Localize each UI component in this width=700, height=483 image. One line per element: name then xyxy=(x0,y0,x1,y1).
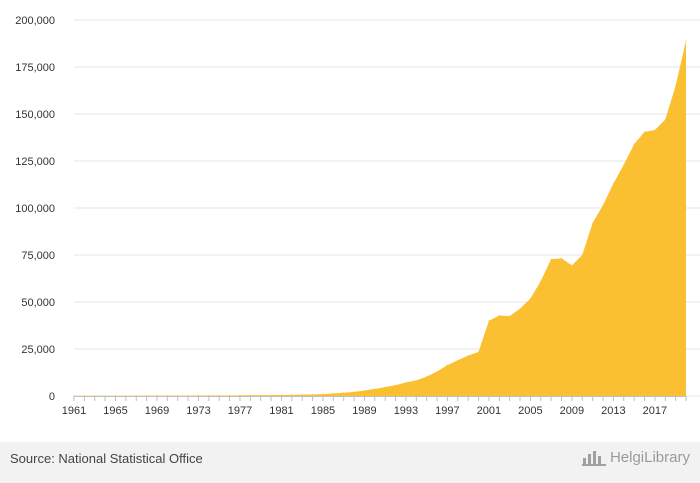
data-point xyxy=(114,395,116,397)
data-point xyxy=(280,394,282,396)
data-point xyxy=(550,258,552,260)
area-chart: 0 25,000 50,000 75,000 100,000 125,000 150,000… xyxy=(15,15,700,417)
data-point xyxy=(177,395,179,397)
x-tick-label: 2013 xyxy=(601,405,625,417)
data-point xyxy=(156,395,158,397)
data-point xyxy=(374,388,376,390)
y-tick-label: 200,000 xyxy=(15,15,55,27)
data-point xyxy=(612,183,614,185)
x-tick-label: 2005 xyxy=(518,405,542,417)
x-tick-label: 1985 xyxy=(311,405,335,417)
data-point xyxy=(343,392,345,394)
y-tick-label: 125,000 xyxy=(15,156,55,168)
data-point xyxy=(644,131,646,133)
data-point xyxy=(187,395,189,397)
data-point xyxy=(249,394,251,396)
x-tick-label: 1961 xyxy=(62,405,86,417)
data-point xyxy=(478,351,480,353)
data-point xyxy=(685,40,687,42)
x-tick-label: 2017 xyxy=(643,405,667,417)
data-point xyxy=(229,394,231,396)
data-point xyxy=(312,393,314,395)
data-point xyxy=(384,386,386,388)
x-tick-label: 1989 xyxy=(352,405,376,417)
data-point xyxy=(519,308,521,310)
data-point xyxy=(654,129,656,131)
data-point xyxy=(135,395,137,397)
y-tick-label: 0 xyxy=(49,391,55,403)
data-point xyxy=(332,393,334,395)
source-text: Source: National Statistical Office xyxy=(10,451,203,466)
data-point xyxy=(571,264,573,266)
brand-logo[interactable]: HelgiLibrary xyxy=(581,448,690,466)
x-tick-label: 1969 xyxy=(145,405,169,417)
y-tick-label: 100,000 xyxy=(15,203,55,215)
x-tick-label: 1993 xyxy=(394,405,418,417)
data-point xyxy=(415,379,417,381)
y-tick-label: 175,000 xyxy=(15,62,55,74)
y-tick-labels: 0 25,000 50,000 75,000 100,000 125,000 150,000… xyxy=(15,15,55,403)
data-point xyxy=(218,394,220,396)
x-tick-labels: 1961 1965 1969 1973 1977 1981 1985 1989 1993 1997… xyxy=(62,405,667,417)
gridlines xyxy=(74,19,700,397)
x-tick-label: 1965 xyxy=(103,405,127,417)
data-point xyxy=(395,384,397,386)
data-point xyxy=(301,394,303,396)
data-point xyxy=(353,391,355,393)
y-tick-label: 75,000 xyxy=(21,250,55,262)
data-point xyxy=(457,359,459,361)
data-point xyxy=(322,393,324,395)
x-axis xyxy=(73,396,687,401)
data-point xyxy=(664,119,666,121)
data-point xyxy=(529,298,531,300)
data-area xyxy=(73,40,687,397)
y-tick-label: 25,000 xyxy=(21,344,55,356)
data-point xyxy=(291,394,293,396)
x-tick-label: 2009 xyxy=(560,405,584,417)
x-tick-label: 1997 xyxy=(435,405,459,417)
data-point xyxy=(436,371,438,373)
data-point xyxy=(405,381,407,383)
footer: Source: National Statistical Office Helg… xyxy=(0,442,700,483)
data-point xyxy=(426,376,428,378)
data-point xyxy=(540,280,542,282)
data-point xyxy=(446,364,448,366)
x-tick-label: 1973 xyxy=(186,405,210,417)
brand-name: HelgiLibrary xyxy=(609,448,690,466)
data-point xyxy=(561,257,563,259)
data-point xyxy=(602,204,604,206)
data-point xyxy=(467,355,469,357)
x-tick-label: 1981 xyxy=(269,405,293,417)
data-point xyxy=(581,254,583,256)
data-point xyxy=(488,320,490,322)
data-point xyxy=(592,222,594,224)
series-area xyxy=(74,40,686,397)
data-point xyxy=(509,315,511,317)
data-point xyxy=(498,315,500,317)
data-point xyxy=(623,164,625,166)
data-point xyxy=(166,395,168,397)
data-point xyxy=(125,395,127,397)
data-point xyxy=(633,143,635,145)
data-point xyxy=(675,85,677,87)
y-tick-label: 50,000 xyxy=(21,297,55,309)
data-point xyxy=(270,394,272,396)
data-point xyxy=(260,394,262,396)
data-point xyxy=(239,394,241,396)
data-point xyxy=(197,395,199,397)
x-tick-label: 1977 xyxy=(228,405,252,417)
library-icon xyxy=(581,451,606,466)
data-point xyxy=(363,390,365,392)
data-point xyxy=(146,395,148,397)
x-tick-label: 2001 xyxy=(477,405,501,417)
data-point xyxy=(208,395,210,397)
y-tick-label: 150,000 xyxy=(15,109,55,121)
